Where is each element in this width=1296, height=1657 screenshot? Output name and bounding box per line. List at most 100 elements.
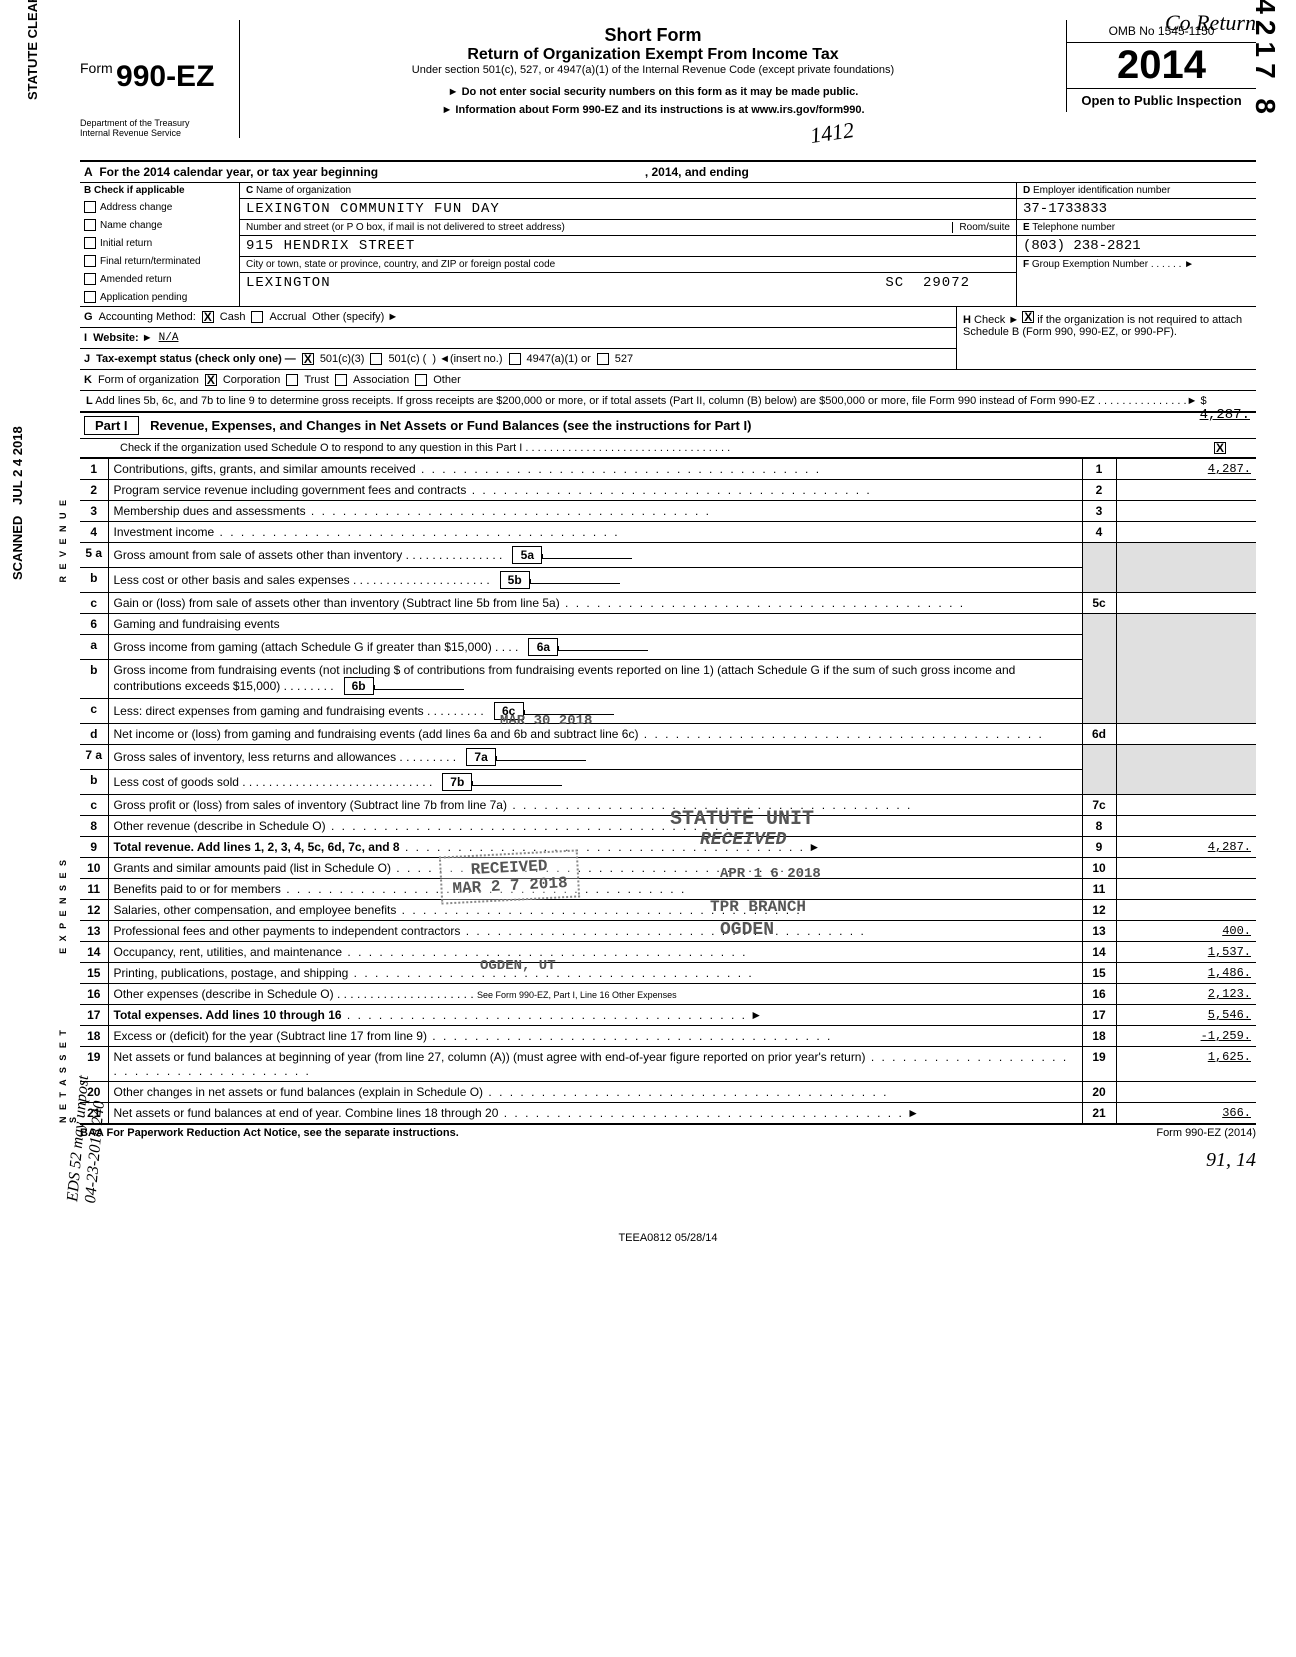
b-pending[interactable]: Application pending [80,288,239,306]
checkbox-icon[interactable] [84,273,96,285]
org-name: LEXINGTON COMMUNITY FUN DAY [240,199,1016,220]
label-i: I [84,332,87,344]
title-short-form: Short Form [250,25,1056,46]
row-g: G Accounting Method: Cash Accrual Other … [80,307,956,328]
opt-trust: Trust [304,374,329,386]
row-l: L Add lines 5b, 6c, and 7b to line 9 to … [80,391,1256,413]
info-line: ► Information about Form 990-EZ and its … [250,104,1056,116]
ssn-warning: ► Do not enter social security numbers o… [250,86,1056,98]
line-1: 1Contributions, gifts, grants, and simil… [80,459,1256,480]
checkbox-icon[interactable] [84,237,96,249]
line-14: 14Occupancy, rent, utilities, and mainte… [80,942,1256,963]
line-9: 9Total revenue. Add lines 1, 2, 3, 4, 5c… [80,837,1256,858]
b-name-change[interactable]: Name change [80,216,239,234]
line-7a: 7 aGross sales of inventory, less return… [80,745,1256,770]
line-2: 2Program service revenue including gover… [80,480,1256,501]
checkbox-corp[interactable] [205,374,217,386]
row-a: A For the 2014 calendar year, or tax yea… [80,160,1256,183]
label-e: E [1023,222,1030,233]
name-label: Name of organization [256,185,351,196]
room-label: Room/suite [952,222,1010,233]
b-amended[interactable]: Amended return [80,270,239,288]
street-label: Number and street (or P O box, if mail i… [246,222,952,233]
tax-exempt-label: Tax-exempt status (check only one) — [96,353,296,365]
label-k: K [84,374,92,386]
left-margin-date-stamp: STATUTE CLEARED APR 1 7 2018 [25,0,40,100]
form-org-label: Form of organization [98,374,199,386]
line-5a: 5 aGross amount from sale of assets othe… [80,543,1256,568]
title-return: Return of Organization Exempt From Incom… [250,46,1056,64]
org-state: SC [885,275,904,291]
line-7b: bLess cost of goods sold . . . . . . . .… [80,770,1256,795]
ein-label: Employer identification number [1033,185,1170,196]
line-4: 4Investment income4 [80,522,1256,543]
checkbox-527[interactable] [597,353,609,365]
row-i: I Website: ► N/A [80,328,956,349]
page-number-hand: 91, 14 [80,1149,1256,1172]
ein-value: 37-1733833 [1017,199,1256,220]
checkbox-assoc[interactable] [335,374,347,386]
open-inspection: Open to Public Inspection [1067,89,1256,112]
opt-4947: 4947(a)(1) or [527,353,591,365]
line-5c: cGain or (loss) from sale of assets othe… [80,593,1256,614]
line-7c: cGross profit or (loss) from sales of in… [80,795,1256,816]
form-word: Form [80,60,113,76]
form-code-footer: Form 990-EZ (2014) [1156,1127,1256,1139]
hand-signature: Co Return [1165,10,1256,36]
line-10: 10Grants and similar amounts paid (list … [80,858,1256,879]
part1-table: 1Contributions, gifts, grants, and simil… [80,458,1256,1123]
checkbox-icon[interactable] [84,291,96,303]
b-final-return[interactable]: Final return/terminated [80,252,239,270]
checkbox-icon[interactable] [84,255,96,267]
line-11: 11Benefits paid to or for members11 [80,879,1256,900]
section-c: C Name of organization LEXINGTON COMMUNI… [240,183,1016,306]
label-b: B [84,185,91,196]
title-block: Short Form Return of Organization Exempt… [240,20,1066,121]
part1-header: Part I Revenue, Expenses, and Changes in… [80,413,1256,439]
form-label-block: Form 990-EZ Department of the Treasury I… [80,20,240,138]
part1-check-row: Check if the organization used Schedule … [80,439,1256,458]
checkbox-h[interactable] [1022,311,1034,323]
row-l-text: Add lines 5b, 6c, and 7b to line 9 to de… [95,395,1206,407]
opt-501c-insert: ) ◄(insert no.) [432,353,502,365]
section-b: B Check if applicable Address change Nam… [80,183,240,306]
check-applicable: Check if applicable [94,185,185,196]
checkbox-501c3[interactable] [302,353,314,365]
b-initial-return[interactable]: Initial return [80,234,239,252]
checkbox-501c[interactable] [370,353,382,365]
label-a: A [84,165,93,179]
line-6d: dNet income or (loss) from gaming and fu… [80,724,1256,745]
checkbox-icon[interactable] [84,219,96,231]
part1-title: Revenue, Expenses, and Changes in Net As… [150,418,751,433]
form-number: 990-EZ [116,60,214,93]
checkbox-other-org[interactable] [415,374,427,386]
checkbox-trust[interactable] [286,374,298,386]
line-5b: bLess cost or other basis and sales expe… [80,568,1256,593]
line-6: 6Gaming and fundraising events [80,614,1256,635]
line-8: 8Other revenue (describe in Schedule O)8 [80,816,1256,837]
label-f: F [1023,259,1029,270]
checkbox-part1-scho[interactable] [1214,442,1226,454]
vert-expenses: E X P E N S E S [58,858,68,954]
opt-501c: 501(c) ( [388,353,426,365]
group-exemption: Group Exemption Number . . . . . . ► [1032,259,1194,270]
checkbox-cash[interactable] [202,311,214,323]
label-h: H [963,314,971,326]
phone-value: (803) 238-2821 [1017,236,1256,257]
label-d: D [1023,185,1030,196]
right-header: Co Return OMB No 1545-1150 2014 Open to … [1066,20,1256,112]
tax-year: 2014 [1067,43,1256,89]
org-street: 915 HENDRIX STREET [240,236,1016,257]
opt-other: Other (specify) ► [312,311,398,323]
checkbox-accrual[interactable] [251,311,263,323]
opt-assoc: Association [353,374,409,386]
checkbox-4947[interactable] [509,353,521,365]
row-l-amount: 4,287. [1200,407,1250,423]
checkbox-icon[interactable] [84,201,96,213]
opt-501c3: 501(c)(3) [320,353,365,365]
accounting-method: Accounting Method: [99,311,196,323]
line-15: 15Printing, publications, postage, and s… [80,963,1256,984]
section-de: D Employer identification number 37-1733… [1016,183,1256,306]
row-a-mid: , 2014, and ending [645,165,749,179]
b-address-change[interactable]: Address change [80,198,239,216]
